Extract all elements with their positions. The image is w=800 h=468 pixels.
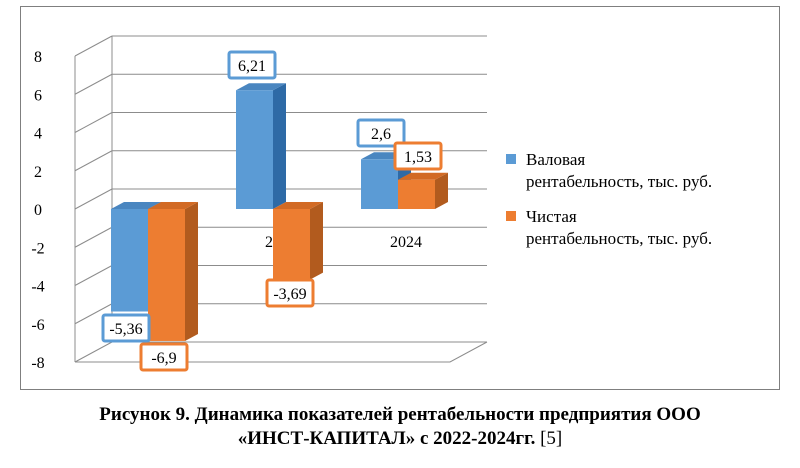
bar-top xyxy=(148,202,198,209)
legend-label: Валовая xyxy=(526,150,585,169)
bar-top xyxy=(398,172,448,180)
bar-side xyxy=(273,83,286,209)
data-label-box xyxy=(101,313,151,343)
x-category-label: 2024 xyxy=(390,234,422,251)
bar xyxy=(361,159,398,209)
legend-label: рентабельность, тыс. руб. xyxy=(526,229,712,248)
bar-side xyxy=(185,202,198,341)
gridline-side xyxy=(74,73,113,95)
y-tick-label: 0 xyxy=(34,202,42,219)
legend-swatch xyxy=(506,154,516,164)
legend-swatch xyxy=(506,211,516,221)
y-tick-label: -8 xyxy=(31,355,44,372)
bar xyxy=(148,209,185,341)
bar xyxy=(111,209,148,312)
data-label: 6,21 xyxy=(238,58,266,75)
gridline-side xyxy=(74,150,113,172)
y-tick-label: 8 xyxy=(34,49,42,66)
data-label-box xyxy=(139,342,189,372)
bar xyxy=(236,90,273,209)
bar xyxy=(398,179,435,209)
bar-top xyxy=(236,83,286,91)
bar-side xyxy=(435,172,448,209)
legend-label: Чистая xyxy=(526,207,577,226)
y-tick-label: -6 xyxy=(31,317,44,334)
y-tick-label: -4 xyxy=(31,279,44,296)
chart-floor-edge xyxy=(75,341,488,363)
gridline-side xyxy=(74,265,113,286)
bar-chart: 86420-2-4-6-8202220232024-5,36-6,96,21-3… xyxy=(31,35,712,372)
data-label-box xyxy=(393,141,443,171)
gridline-side xyxy=(74,112,113,133)
y-tick-label: -2 xyxy=(31,240,44,257)
data-label-box xyxy=(227,50,277,80)
gridline-side xyxy=(74,226,113,248)
caption-reference: [5] xyxy=(540,428,563,449)
figure-caption: Рисунок 9. Динамика показателей рентабел… xyxy=(0,403,800,451)
data-label: -3,69 xyxy=(273,286,306,303)
data-label: -6,9 xyxy=(151,350,176,367)
data-label-box xyxy=(356,118,406,148)
y-tick-label: 2 xyxy=(34,164,42,181)
gridline-side xyxy=(74,35,113,57)
y-tick-label: 4 xyxy=(34,126,42,143)
legend-label: рентабельность, тыс. руб. xyxy=(526,172,712,191)
bar-top xyxy=(273,202,323,209)
caption-line-2: «ИНСТ-КАПИТАЛ» с 2022-2024гг. xyxy=(237,428,536,449)
bar-side xyxy=(310,202,323,280)
data-label: 2,6 xyxy=(371,126,391,143)
y-tick-label: 6 xyxy=(34,87,42,104)
bar xyxy=(273,209,310,280)
data-label: -5,36 xyxy=(109,321,142,338)
data-label: 1,53 xyxy=(404,149,432,166)
data-label-box xyxy=(265,278,315,308)
caption-line-1: Рисунок 9. Динамика показателей рентабел… xyxy=(99,404,701,425)
gridline-side xyxy=(74,188,113,210)
gridline-side xyxy=(74,303,113,325)
gridline-side xyxy=(74,341,113,363)
bar-top xyxy=(111,202,161,209)
